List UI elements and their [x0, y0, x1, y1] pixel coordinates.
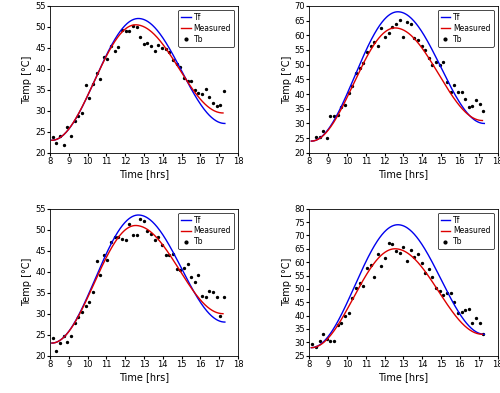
X-axis label: Time [hrs]: Time [hrs]	[119, 372, 169, 382]
Legend: Tf, Measured, Tb: Tf, Measured, Tb	[438, 213, 494, 250]
X-axis label: Time [hrs]: Time [hrs]	[119, 169, 169, 179]
Y-axis label: Temp [°C]: Temp [°C]	[22, 258, 32, 307]
Y-axis label: Temp [°C]: Temp [°C]	[22, 55, 32, 104]
Legend: Tf, Measured, Tb: Tf, Measured, Tb	[178, 10, 234, 47]
Legend: Tf, Measured, Tb: Tf, Measured, Tb	[438, 10, 494, 47]
X-axis label: Time [hrs]: Time [hrs]	[378, 169, 428, 179]
X-axis label: Time [hrs]: Time [hrs]	[378, 372, 428, 382]
Y-axis label: Temp [°C]: Temp [°C]	[282, 55, 292, 104]
Legend: Tf, Measured, Tb: Tf, Measured, Tb	[178, 213, 234, 250]
Y-axis label: Temp [°C]: Temp [°C]	[282, 258, 292, 307]
